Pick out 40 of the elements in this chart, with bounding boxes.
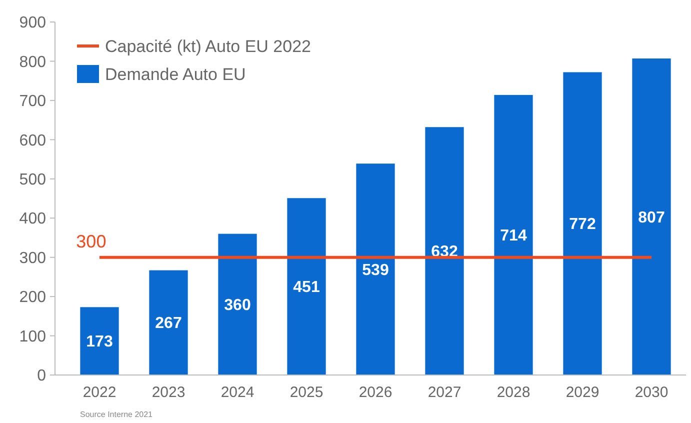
data-label: 360 xyxy=(224,297,251,314)
y-tick-label: 200 xyxy=(19,289,46,306)
data-label: 539 xyxy=(362,262,389,279)
legend-label: Capacité (kt) Auto EU 2022 xyxy=(105,36,312,56)
x-tick-label: 2024 xyxy=(220,384,254,401)
y-tick-label: 600 xyxy=(19,132,46,150)
bar xyxy=(218,234,257,375)
x-tick-label: 2027 xyxy=(428,384,462,401)
x-tick-label: 2022 xyxy=(82,384,116,401)
x-tick-label: 2025 xyxy=(290,384,324,401)
bar xyxy=(287,198,326,375)
data-label: 451 xyxy=(293,279,320,296)
x-tick-label: 2026 xyxy=(358,384,392,401)
bar xyxy=(80,307,119,375)
data-label: 714 xyxy=(500,228,527,245)
x-tick-label: 2028 xyxy=(496,384,530,401)
y-tick-label: 100 xyxy=(19,328,46,346)
data-label: 772 xyxy=(569,216,596,234)
bar xyxy=(632,58,671,375)
bar xyxy=(563,72,602,375)
data-label: 807 xyxy=(638,209,665,226)
source-note: Source Interne 2021 xyxy=(80,410,154,419)
data-label: 267 xyxy=(155,315,182,332)
y-tick-label: 900 xyxy=(19,14,46,32)
y-tick-label: 400 xyxy=(19,210,46,228)
y-tick-label: 300 xyxy=(19,250,46,267)
y-tick-label: 0 xyxy=(37,368,46,385)
y-tick-label: 500 xyxy=(19,171,46,188)
y-tick-label: 800 xyxy=(19,54,46,71)
data-label: 173 xyxy=(86,334,113,351)
x-tick-label: 2023 xyxy=(152,384,186,401)
x-tick-label: 2029 xyxy=(566,384,600,401)
bar xyxy=(425,127,464,375)
legend-label: Demande Auto EU xyxy=(105,64,246,84)
bar xyxy=(149,270,188,375)
bar xyxy=(356,164,395,375)
y-tick-label: 700 xyxy=(19,93,46,110)
bar xyxy=(494,94,533,375)
annotation: 300 xyxy=(76,231,106,252)
x-tick-label: 2030 xyxy=(634,384,668,401)
